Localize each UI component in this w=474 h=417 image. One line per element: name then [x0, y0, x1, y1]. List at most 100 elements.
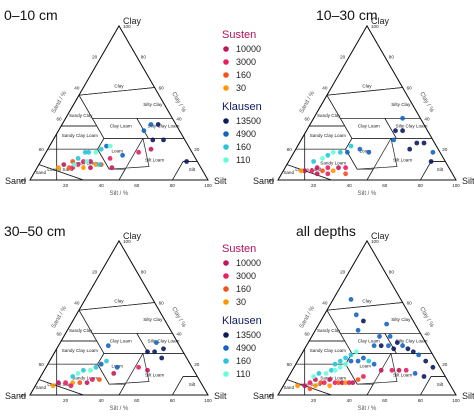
silt-tick-label: 40 [99, 183, 105, 188]
class-label: Silty Clay [391, 102, 411, 107]
data-point [56, 380, 61, 386]
data-point [61, 162, 67, 168]
legend-label: 3000 [236, 271, 256, 281]
data-point [145, 367, 150, 373]
legend-title-susten: Susten [222, 243, 256, 255]
class-label: Sand [283, 170, 294, 175]
data-point [120, 152, 125, 158]
data-point [378, 343, 384, 349]
legend-label: 110 [236, 155, 250, 165]
silt-tick-label: 40 [347, 183, 353, 188]
data-point [416, 352, 421, 358]
data-point [337, 364, 343, 370]
ternary-panel-1: Clay Silty Clay Sandy Clay Clay Loam Silty C… [5, 16, 227, 197]
vertex-label-silt: Silt [462, 391, 474, 401]
data-point [302, 168, 308, 174]
data-point [377, 334, 382, 339]
data-point [93, 149, 99, 155]
data-point [332, 367, 338, 373]
data-point [320, 156, 325, 161]
data-point [343, 165, 348, 171]
legend-marker [223, 286, 229, 292]
legend-marker [223, 85, 229, 91]
class-label: Silt [437, 382, 444, 387]
data-point [325, 171, 331, 177]
data-point [77, 380, 83, 386]
data-point [88, 367, 93, 373]
axis-label-clay: Clay / % [418, 91, 435, 114]
legend-label: 30 [236, 297, 246, 307]
data-point [348, 297, 354, 302]
data-point [336, 165, 341, 171]
data-point [400, 128, 405, 134]
data-point [84, 159, 90, 164]
class-label: Sand [35, 385, 46, 390]
data-point [88, 159, 93, 164]
class-label: Sandy Clay [317, 328, 341, 333]
silt-tick-label: 80 [170, 183, 176, 188]
class-label: Clay Loam [110, 339, 132, 344]
legend-marker [223, 332, 229, 338]
legend-marker [223, 72, 229, 78]
data-point [107, 156, 113, 161]
data-point [97, 162, 102, 168]
class-polygon-silty-clay-loam [308, 309, 346, 342]
data-point [318, 380, 324, 386]
data-point [152, 349, 158, 355]
data-point [371, 343, 377, 349]
class-label: Sandy Clay Loam [62, 133, 98, 138]
triangle-outline [277, 239, 457, 396]
data-point [295, 383, 300, 389]
data-point [327, 377, 332, 382]
vertex-label-clay: Clay [123, 16, 142, 26]
data-point [84, 380, 90, 386]
vertex-label-clay: Clay [123, 231, 142, 241]
data-point [72, 162, 77, 168]
data-point [50, 383, 56, 389]
axis-label-clay: Clay / % [170, 91, 187, 114]
silt-tick-label: 60 [382, 183, 388, 188]
data-point [321, 380, 327, 386]
data-point [104, 143, 109, 149]
data-point [148, 146, 154, 152]
ternary-panel-3: Clay Silty Clay Sandy Clay Clay Loam Silty C… [5, 231, 227, 412]
legend-label: 13500 [236, 330, 261, 340]
data-point [355, 377, 361, 382]
data-point [311, 159, 316, 164]
axis-label-silt: Silt / % [358, 191, 377, 197]
class-label: Silt Loam [145, 373, 164, 378]
silt-tick-label: 20 [63, 398, 69, 403]
clay-tick-label: 80 [389, 55, 395, 60]
class-label: Sandy Clay [69, 113, 93, 118]
data-point [104, 358, 109, 364]
class-label: Silt Loam [393, 158, 412, 163]
class-label: Silty Clay [143, 317, 163, 322]
data-point [314, 171, 320, 177]
clay-tick-label: 80 [389, 270, 395, 275]
data-point [430, 149, 436, 155]
class-label: Silt [437, 167, 444, 172]
data-point [412, 371, 418, 376]
data-point [75, 162, 81, 168]
legend-title-susten: Susten [222, 29, 256, 41]
class-polygon-silty-clay-loam [60, 309, 98, 342]
silt-tick-label: 100 [452, 398, 460, 403]
data-point [105, 343, 111, 349]
panel-title: 10–30 cm [316, 7, 377, 23]
data-point [343, 361, 348, 367]
class-label: Sandy Clay Loam [310, 348, 346, 353]
data-point [386, 343, 391, 349]
axis-label-sand: Sand / % [51, 305, 69, 330]
clay-tick-label: 60 [407, 301, 413, 306]
data-point [393, 128, 398, 134]
axis-label-silt: Silt / % [110, 191, 129, 197]
data-point [75, 156, 81, 161]
clay-tick-label: 20 [442, 147, 448, 152]
sand-tick-label: 20 [340, 270, 346, 275]
silt-tick-label: 20 [311, 183, 317, 188]
data-point [66, 165, 72, 171]
data-point [109, 165, 115, 171]
class-label: Clay [362, 299, 372, 304]
ternary-panel-4: Clay Silty Clay Sandy Clay Clay Loam Silty C… [253, 231, 474, 412]
data-point [345, 149, 350, 155]
